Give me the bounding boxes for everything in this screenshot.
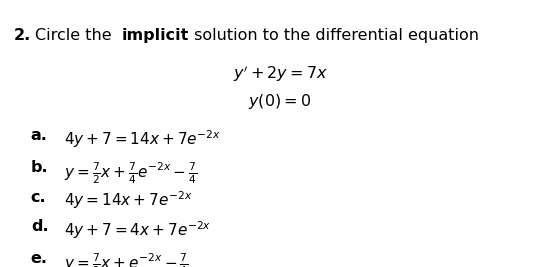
Text: 2.: 2.: [14, 28, 31, 43]
Text: $y = \frac{7}{2}x + \frac{7}{4}e^{-2x} - \frac{7}{4}$: $y = \frac{7}{2}x + \frac{7}{4}e^{-2x} -…: [64, 160, 198, 186]
Text: $y = \frac{7}{2}x + e^{-2x} - \frac{7}{4}$: $y = \frac{7}{2}x + e^{-2x} - \frac{7}{4…: [64, 251, 189, 267]
Text: $y(0) = 0$: $y(0) = 0$: [249, 92, 311, 111]
Text: e.: e.: [31, 251, 48, 266]
Text: b.: b.: [31, 160, 48, 175]
Text: $4y = 14x + 7e^{-2x}$: $4y = 14x + 7e^{-2x}$: [64, 190, 193, 211]
Text: $y' + 2y = 7x$: $y' + 2y = 7x$: [232, 64, 328, 84]
Text: implicit: implicit: [122, 28, 189, 43]
Text: a.: a.: [31, 128, 48, 143]
Text: solution to the differential equation: solution to the differential equation: [189, 28, 479, 43]
Text: d.: d.: [31, 219, 48, 234]
Text: Circle the: Circle the: [35, 28, 116, 43]
Text: $4y + 7 = 4x + 7e^{-2x}$: $4y + 7 = 4x + 7e^{-2x}$: [64, 219, 212, 241]
Text: c.: c.: [31, 190, 46, 205]
Text: $4y + 7 = 14x + 7e^{-2x}$: $4y + 7 = 14x + 7e^{-2x}$: [64, 128, 221, 150]
